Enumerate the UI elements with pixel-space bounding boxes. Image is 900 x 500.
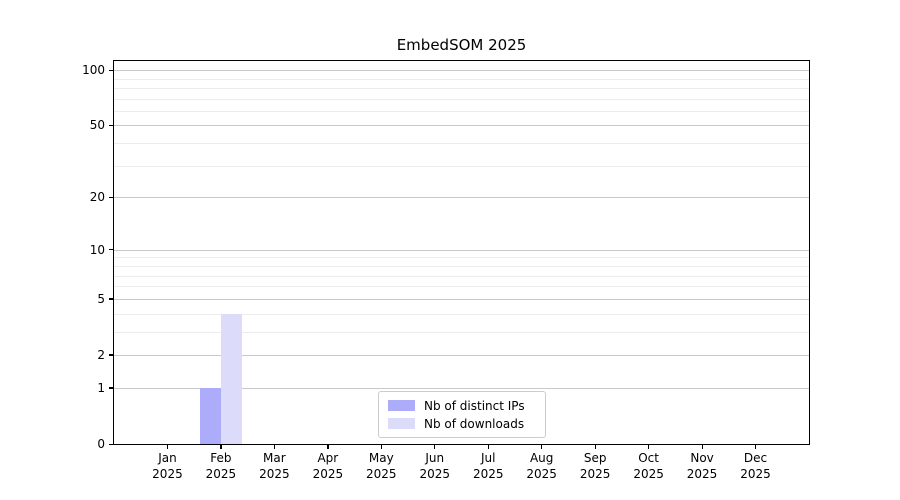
minor-gridline — [114, 165, 809, 167]
y-tick-label: 0 — [97, 437, 105, 451]
distinct-ips-swatch — [388, 400, 415, 411]
minor-gridline — [114, 78, 809, 80]
y-tick-label: 1 — [97, 380, 105, 395]
major-gridline — [114, 354, 809, 356]
y-tick-label: 5 — [97, 291, 105, 306]
y-tick-label: 20 — [89, 190, 105, 205]
y-tick-mark — [109, 354, 113, 356]
x-tick-label: May 2025 — [366, 451, 397, 481]
minor-gridline — [114, 313, 809, 315]
minor-gridline — [114, 265, 809, 267]
x-tick-mark — [541, 445, 543, 449]
x-tick-mark — [434, 445, 436, 449]
major-gridline — [114, 249, 809, 251]
minor-gridline — [114, 110, 809, 112]
x-tick-label: Jan 2025 — [152, 451, 183, 481]
x-tick-label: Sep 2025 — [579, 451, 611, 481]
x-tick-mark — [273, 445, 276, 449]
y-tick-mark — [109, 443, 113, 445]
y-tick-mark — [109, 69, 113, 71]
x-tick-mark — [327, 445, 329, 449]
legend-label-distinct-ips: Nb of distinct IPs — [424, 398, 525, 413]
legend-label-downloads: Nb of downloads — [424, 416, 525, 431]
minor-gridline — [114, 286, 809, 288]
x-tick-mark — [220, 445, 222, 449]
y-tick-label: 50 — [89, 118, 105, 133]
major-gridline — [114, 387, 809, 389]
x-tick-label: Mar 2025 — [259, 451, 290, 481]
x-tick-mark — [594, 445, 596, 449]
x-tick-mark — [648, 445, 650, 449]
minor-gridline — [114, 87, 809, 89]
minor-gridline — [114, 143, 809, 145]
x-tick-mark — [701, 445, 703, 449]
y-tick-mark — [109, 249, 113, 251]
x-tick-label: Nov 2025 — [686, 451, 718, 481]
y-tick-label: 10 — [89, 242, 105, 257]
major-gridline — [114, 298, 809, 300]
x-tick-mark — [755, 445, 757, 449]
x-tick-mark — [487, 445, 489, 449]
y-tick-mark — [109, 196, 113, 199]
legend: Nb of distinct IPs Nb of downloads — [378, 391, 546, 438]
chart-title: EmbedSOM 2025 — [396, 36, 527, 54]
y-tick-mark — [109, 298, 113, 300]
x-tick-label: Dec 2025 — [740, 451, 771, 481]
x-tick-label: Oct 2025 — [633, 451, 664, 481]
major-gridline — [114, 197, 809, 199]
downloads-swatch — [388, 418, 415, 429]
x-tick-mark — [380, 445, 382, 449]
x-tick-label: Aug 2025 — [526, 451, 557, 481]
major-gridline — [114, 125, 809, 127]
legend-entry-downloads: Nb of downloads — [388, 417, 536, 431]
plot-area — [113, 60, 810, 445]
major-gridline — [114, 70, 809, 72]
x-tick-label: Jul 2025 — [472, 451, 504, 481]
legend-entry-distinct-ips: Nb of distinct IPs — [388, 399, 536, 413]
y-tick-mark — [109, 387, 113, 389]
y-tick-label: 2 — [97, 347, 105, 362]
y-tick-label: 100 — [82, 63, 105, 78]
minor-gridline — [114, 98, 809, 100]
x-tick-label: Feb 2025 — [205, 451, 237, 481]
y-tick-mark — [109, 124, 113, 127]
x-tick-label: Jun 2025 — [419, 451, 451, 481]
x-tick-label: Apr 2025 — [312, 451, 344, 481]
minor-gridline — [114, 331, 809, 333]
minor-gridline — [114, 275, 809, 277]
x-tick-mark — [166, 445, 169, 449]
bar-nb-of-downloads-feb-2025 — [220, 313, 242, 444]
bar-nb-of-distinct-ips-feb-2025 — [199, 387, 221, 444]
minor-gridline — [114, 257, 809, 259]
